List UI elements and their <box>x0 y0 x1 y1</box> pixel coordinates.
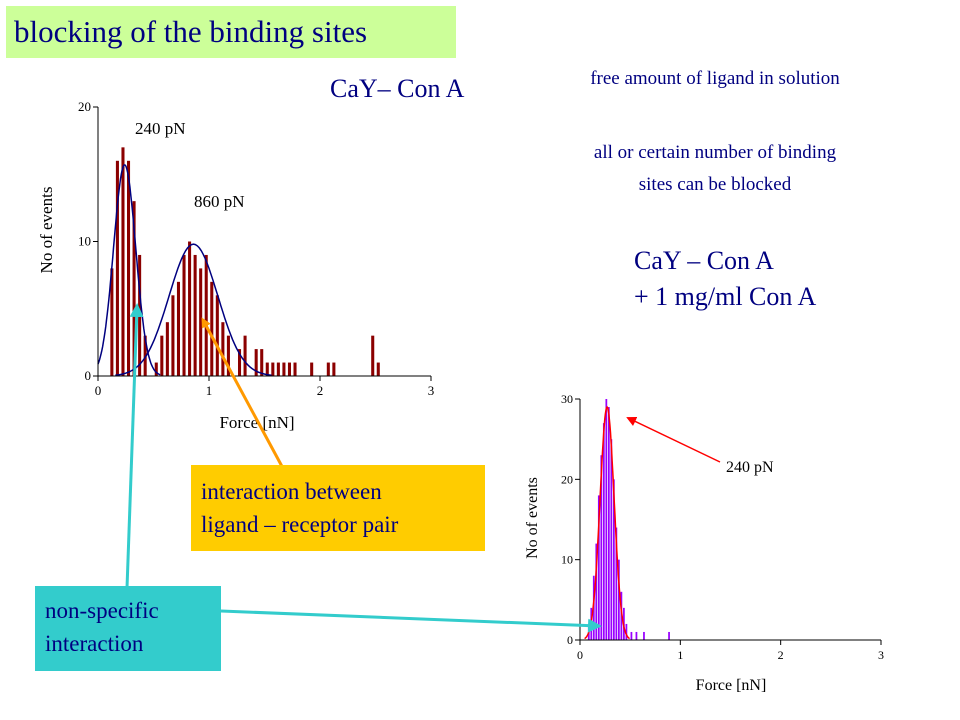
histogram-2-y-tick-label: 10 <box>561 553 573 567</box>
histogram-1-bar <box>376 362 380 376</box>
histogram-1-bar <box>188 241 192 376</box>
histogram-1-bar <box>115 160 119 376</box>
histogram-1-bar <box>287 362 292 376</box>
histogram-2-y-label: No of events <box>524 477 541 559</box>
callout-specific-line-2: ligand – receptor pair <box>201 512 399 537</box>
histogram-1-x-tick-label: 0 <box>95 383 102 398</box>
histogram-2-bar <box>643 631 645 640</box>
histogram-2-x-tick-label: 2 <box>778 648 784 662</box>
histogram-2-x-tick-label: 3 <box>878 648 884 662</box>
histogram-1-y-tick-label: 20 <box>78 99 91 114</box>
histogram-1-bar <box>110 268 114 376</box>
histogram-1-x-tick-label: 3 <box>428 383 435 398</box>
histogram-1-x-tick-label: 2 <box>317 383 324 398</box>
histogram-1-bar <box>265 362 269 376</box>
histogram-1-bar <box>143 335 147 376</box>
histogram-1-bar <box>243 335 247 376</box>
histogram-2-bar <box>607 407 610 640</box>
histogram-2-x-tick-label: 0 <box>577 648 583 662</box>
histogram-1-y-label: No of events <box>37 187 56 274</box>
histogram-2-y-tick-label: 0 <box>567 633 573 647</box>
note-free-ligand: free amount of ligand in solution <box>590 68 840 89</box>
callout-specific-line-1: interaction between <box>201 479 382 504</box>
histogram-1-bar <box>310 362 314 376</box>
histogram-1-bar <box>332 362 336 376</box>
histogram-1-bar <box>210 281 214 376</box>
histogram-1-x-tick-label: 1 <box>206 383 213 398</box>
histogram-1-bar <box>254 349 258 376</box>
histogram-1-annotation-240: 240 pN <box>135 119 186 138</box>
histogram-1-bar <box>132 201 136 376</box>
histogram-1-bar <box>260 349 264 376</box>
histogram-2-bar <box>635 631 638 640</box>
histogram-1-bar <box>165 322 169 376</box>
histogram-2-bar <box>668 631 670 640</box>
histogram-1-bar <box>199 268 203 376</box>
histogram-2-bar <box>597 495 600 640</box>
note-blocking-line-1: all or certain number of binding <box>593 142 837 163</box>
histogram-2-bar <box>612 479 615 640</box>
histogram-1-bar <box>215 295 219 376</box>
note-blocking: all or certain number of binding sites c… <box>520 137 910 201</box>
histogram-2-x-tick-label: 1 <box>677 648 683 662</box>
histogram-1-annotation-860: 860 pN <box>194 192 245 211</box>
callout-nonspecific-line-1: non-specific <box>45 598 159 623</box>
histogram-1-ticks: 0 1 2 3 0 10 20 <box>78 99 434 398</box>
histogram-1-bar <box>282 362 286 376</box>
histogram-1-y-tick-label: 10 <box>78 234 91 249</box>
note-blocking-line-2: sites can be blocked <box>638 174 792 195</box>
histogram-1-bar <box>276 362 280 376</box>
histogram-1-bar <box>271 362 275 376</box>
histogram-2-bar <box>618 559 620 640</box>
histogram-1-bar <box>221 322 225 376</box>
histogram-1-bar <box>176 281 181 376</box>
histogram-2-bar <box>600 455 603 640</box>
histogram-2-bar <box>595 543 598 640</box>
histogram-1-bar <box>160 335 164 376</box>
histogram-1-bar <box>182 254 186 376</box>
histogram-1-bar <box>326 362 330 376</box>
histogram-1-bar <box>171 295 175 376</box>
histogram-2-bar <box>625 623 628 640</box>
histogram-2-y-tick-label: 20 <box>561 472 573 486</box>
histogram-2-bar <box>610 439 613 640</box>
sample-label-2-line-2: + 1 mg/ml Con A <box>634 282 817 311</box>
histogram-1-y-tick-label: 0 <box>85 368 92 383</box>
page-title: blocking of the binding sites <box>6 6 456 58</box>
histogram-2-fit-curve <box>584 405 631 640</box>
histogram-2-bar <box>605 399 608 640</box>
arrow-specific <box>201 317 287 473</box>
callout-nonspecific-line-2: interaction <box>45 631 144 656</box>
histogram-1-bar <box>193 254 197 376</box>
histogram-1-bar <box>204 254 208 376</box>
histogram-1-bar <box>154 362 158 376</box>
arrow-nonspecific-to-chart-2 <box>220 609 602 633</box>
histogram-2-bar <box>602 423 605 640</box>
histogram-1-bar <box>126 160 131 376</box>
histogram-1-fit-curve-2 <box>115 243 272 376</box>
histogram-2-bar <box>630 631 633 640</box>
histogram-2-axes <box>579 399 881 641</box>
histogram-1-bar <box>121 147 125 376</box>
callout-specific-interaction: interaction between ligand – receptor pa… <box>191 465 485 551</box>
histogram-1-bar <box>237 349 242 376</box>
histogram-2-x-label: Force [nN] <box>696 677 767 694</box>
callout-nonspecific-interaction: non-specific interaction <box>35 586 221 671</box>
histogram-1-bar <box>293 362 297 376</box>
histogram-2-annotation-240: 240 pN <box>726 459 774 476</box>
sample-label-2-line-1: CaY – Con A <box>634 246 774 275</box>
histogram-1-fit-curve-1 <box>97 164 161 376</box>
sample-label-1: CaY– Con A <box>330 74 465 103</box>
histogram-1-bar <box>226 335 230 376</box>
sample-label-2: CaY – Con A + 1 mg/ml Con A <box>634 243 816 315</box>
histogram-1-bar <box>371 335 375 376</box>
histogram-2-bar <box>615 527 618 640</box>
histogram-2-y-tick-label: 30 <box>561 392 573 406</box>
arrow-nonspecific-to-chart-1 <box>125 303 144 589</box>
arrow-peak-240 <box>626 416 721 463</box>
